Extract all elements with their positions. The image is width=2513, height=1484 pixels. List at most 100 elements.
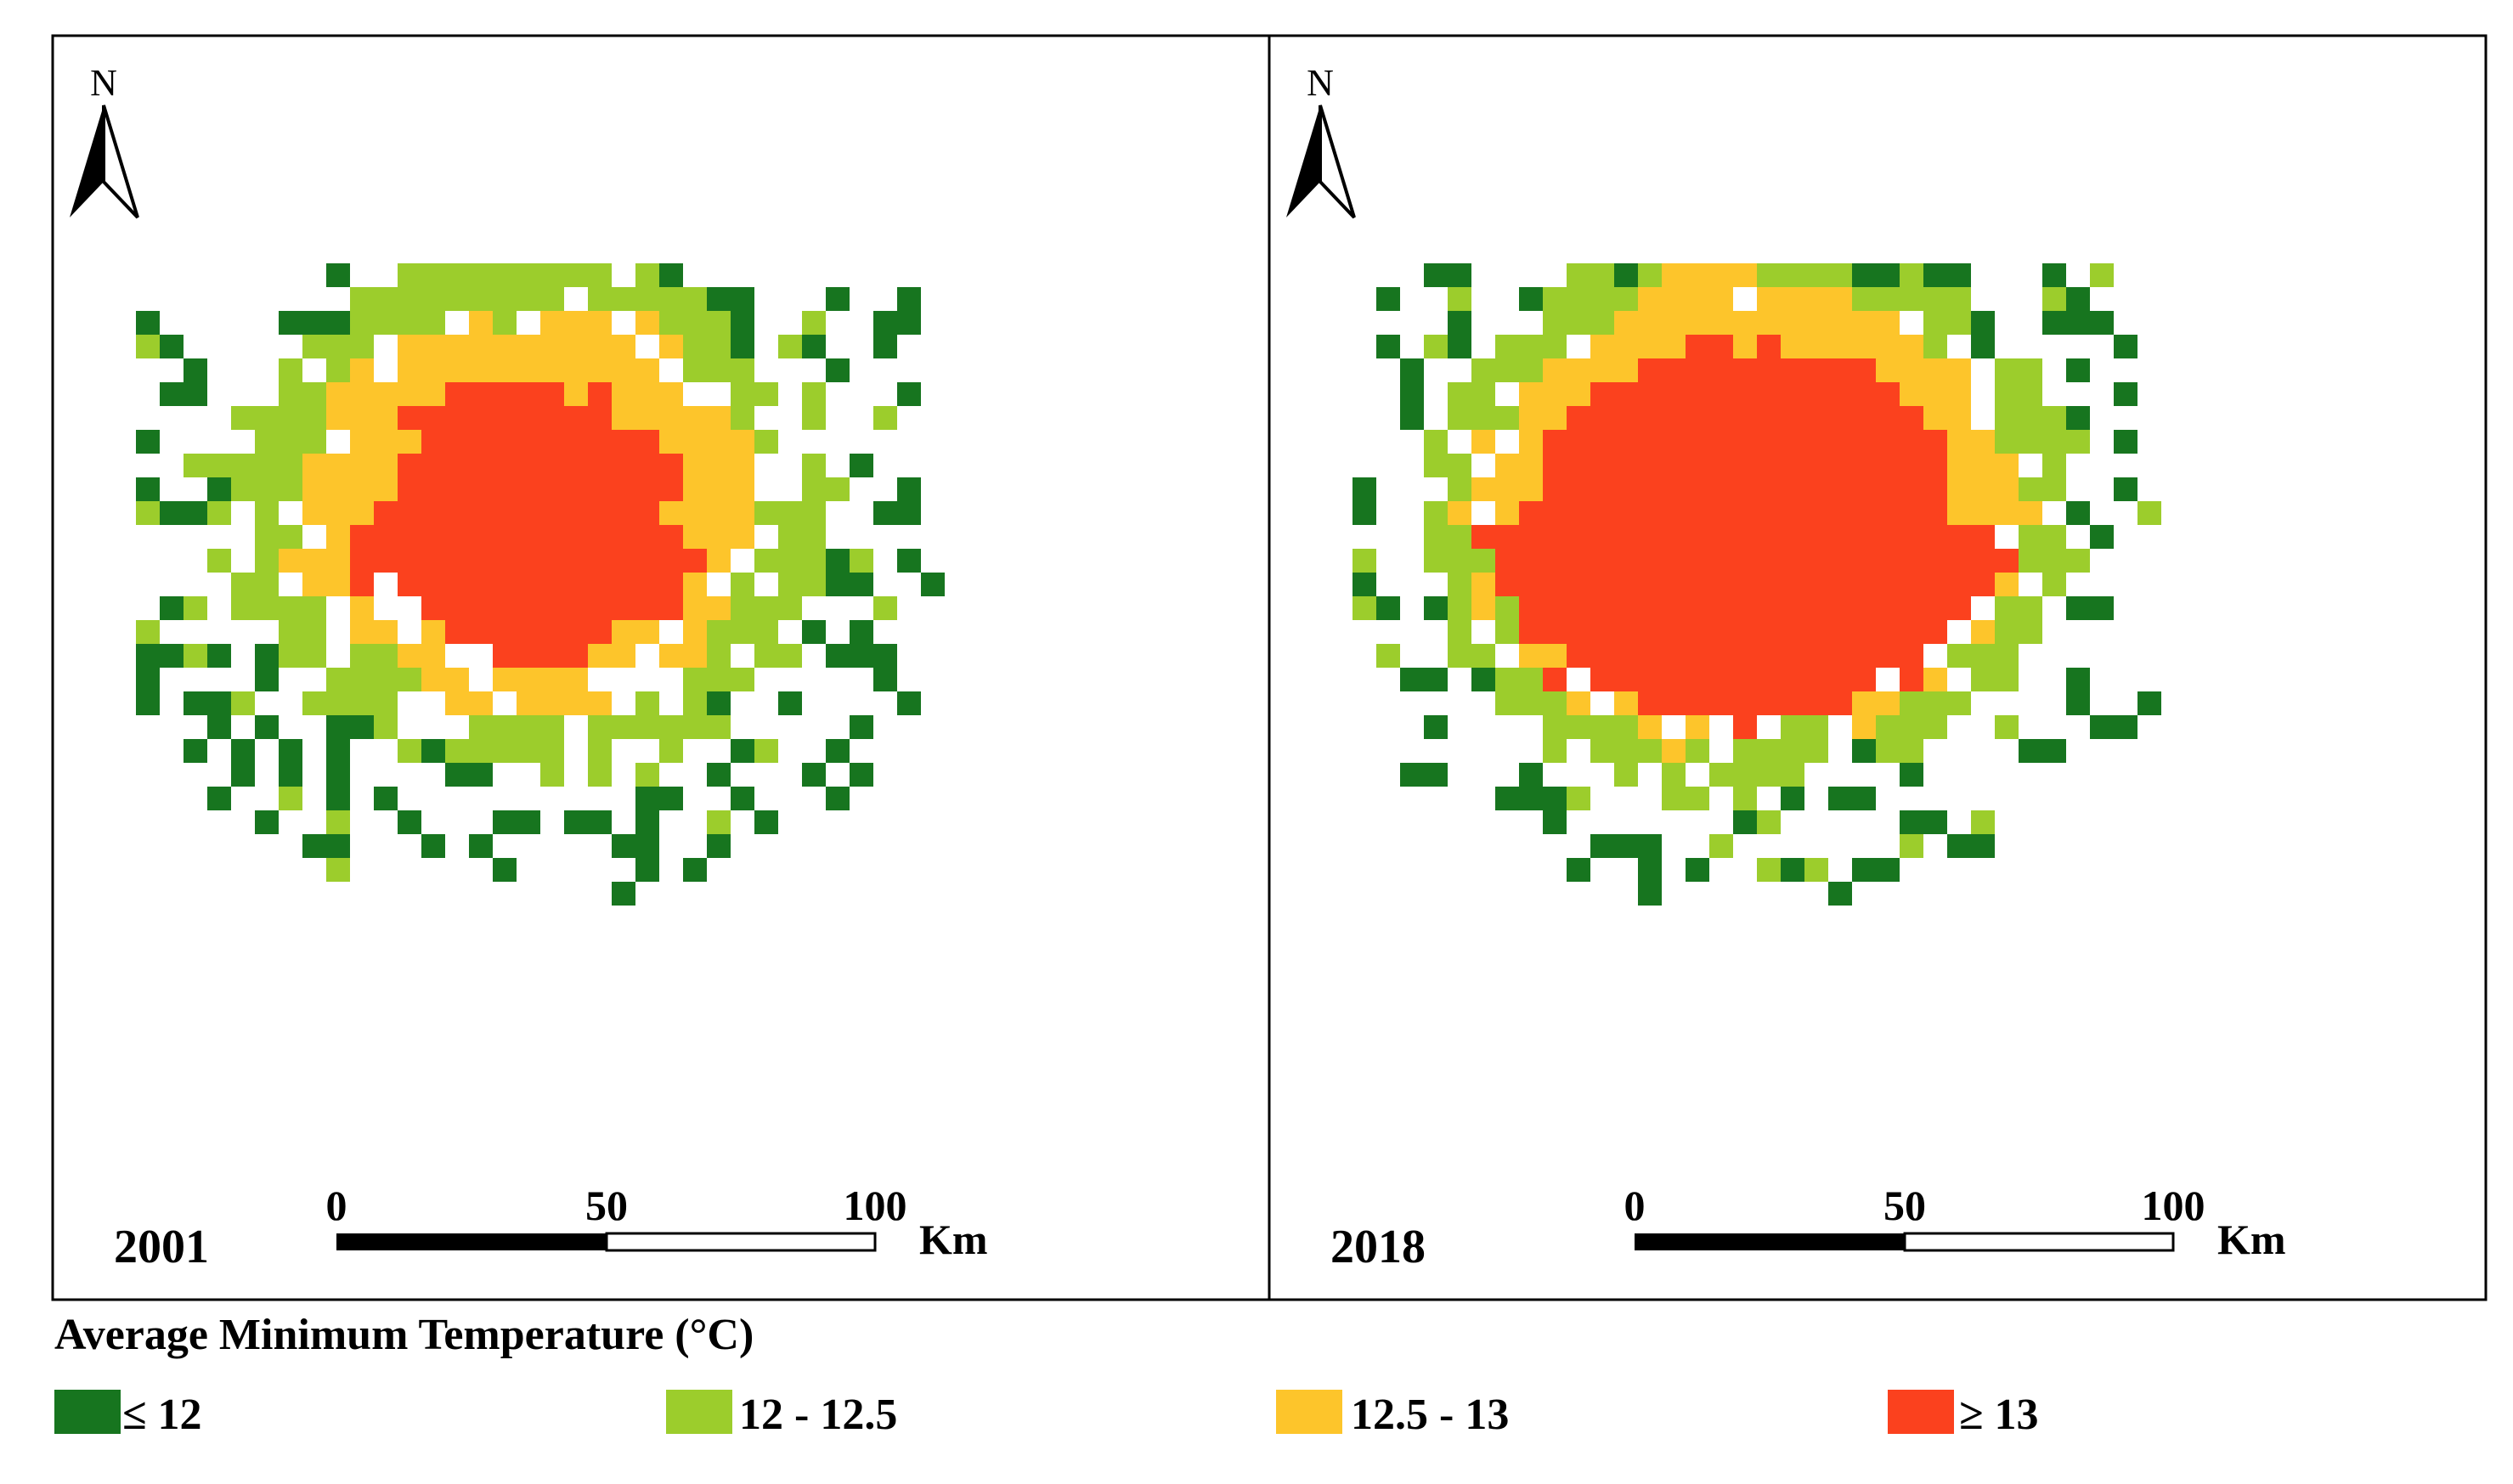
raster-cell	[778, 596, 802, 620]
raster-cell	[1400, 763, 1424, 787]
raster-cell	[445, 691, 469, 715]
raster-cell	[707, 311, 731, 335]
raster-cell	[1995, 620, 2019, 644]
raster-cell	[683, 620, 707, 644]
raster-cell	[1947, 477, 1971, 501]
raster-cell	[1828, 620, 1852, 644]
raster-cell	[659, 501, 683, 525]
raster-cell	[493, 525, 517, 549]
raster-cell	[659, 382, 683, 406]
raster-cell	[421, 406, 445, 430]
raster-cell	[2114, 430, 2137, 454]
raster-cell	[659, 430, 683, 454]
raster-cell	[1804, 596, 1828, 620]
raster-cell	[1923, 525, 1947, 549]
raster-cell	[659, 573, 683, 596]
raster-cell	[421, 287, 445, 311]
raster-cell	[802, 549, 826, 573]
raster-cell	[160, 382, 184, 406]
raster-cell	[731, 501, 754, 525]
raster-cell	[1662, 335, 1686, 358]
raster-cell	[778, 644, 802, 668]
raster-cell	[421, 834, 445, 858]
raster-cell	[1543, 406, 1567, 430]
raster-cell	[540, 620, 564, 644]
scale-label-50: 50	[1883, 1182, 1926, 1229]
raster-cell	[635, 810, 659, 834]
raster-cell	[1638, 715, 1662, 739]
raster-cell	[1590, 644, 1614, 668]
raster-cell	[564, 596, 588, 620]
raster-cell	[1686, 406, 1709, 430]
raster-cell	[350, 501, 374, 525]
raster-cell	[493, 311, 517, 335]
raster-cell	[1614, 573, 1638, 596]
raster-cell	[1876, 382, 1900, 406]
raster-cell	[1614, 454, 1638, 477]
raster-cell	[897, 382, 921, 406]
raster-cell	[1638, 549, 1662, 573]
raster-cell	[302, 454, 326, 477]
raster-cell	[540, 691, 564, 715]
raster-cell	[1971, 335, 1995, 358]
raster-cell	[635, 573, 659, 596]
raster-cell	[1686, 311, 1709, 335]
raster-cell	[445, 549, 469, 573]
raster-cell	[1662, 525, 1686, 549]
raster-cell	[374, 668, 398, 691]
raster-cell	[1376, 335, 1400, 358]
raster-cell	[1757, 311, 1781, 335]
raster-cell	[1495, 787, 1519, 810]
raster-cell	[659, 406, 683, 430]
raster-cell	[1590, 668, 1614, 691]
raster-cell	[1709, 430, 1733, 454]
raster-cell	[707, 430, 731, 454]
raster-cell	[374, 501, 398, 525]
raster-cell	[2042, 739, 2066, 763]
raster-cell	[1781, 715, 1804, 739]
raster-cell	[398, 430, 421, 454]
raster-cell	[1947, 287, 1971, 311]
raster-cell	[1709, 549, 1733, 573]
raster-cell	[2019, 430, 2042, 454]
raster-cell	[1733, 382, 1757, 406]
raster-cell	[1971, 620, 1995, 644]
raster-cell	[564, 501, 588, 525]
raster-cell	[1733, 620, 1757, 644]
raster-cell	[635, 763, 659, 787]
raster-cell	[207, 715, 231, 739]
raster-cell	[445, 739, 469, 763]
raster-cell	[302, 834, 326, 858]
raster-cell	[493, 287, 517, 311]
raster-cell	[326, 335, 350, 358]
raster-cell	[1804, 263, 1828, 287]
raster-cell	[1876, 501, 1900, 525]
raster-cell	[1781, 644, 1804, 668]
raster-cell	[326, 311, 350, 335]
raster-cell	[1757, 406, 1781, 430]
scale-label-100: 100	[2142, 1182, 2205, 1229]
scale-label-50: 50	[585, 1182, 628, 1229]
legend-label: 12 - 12.5	[739, 1391, 897, 1439]
raster-cell	[659, 477, 683, 501]
raster-cell	[1638, 644, 1662, 668]
raster-cell	[374, 787, 398, 810]
raster-cell	[2066, 668, 2090, 691]
raster-cell	[1614, 596, 1638, 620]
raster-cell	[207, 477, 231, 501]
raster-cell	[493, 358, 517, 382]
raster-cell	[1804, 739, 1828, 763]
raster-cell	[1828, 691, 1852, 715]
raster-cell	[850, 454, 873, 477]
raster-cell	[1495, 596, 1519, 620]
raster-cell	[1923, 573, 1947, 596]
raster-cell	[374, 715, 398, 739]
raster-cell	[1424, 549, 1448, 573]
raster-cell	[160, 335, 184, 358]
raster-cell	[279, 525, 302, 549]
raster-cell	[517, 668, 540, 691]
raster-cell	[778, 501, 802, 525]
raster-cell	[540, 763, 564, 787]
raster-cell	[493, 596, 517, 620]
raster-cell	[1828, 668, 1852, 691]
